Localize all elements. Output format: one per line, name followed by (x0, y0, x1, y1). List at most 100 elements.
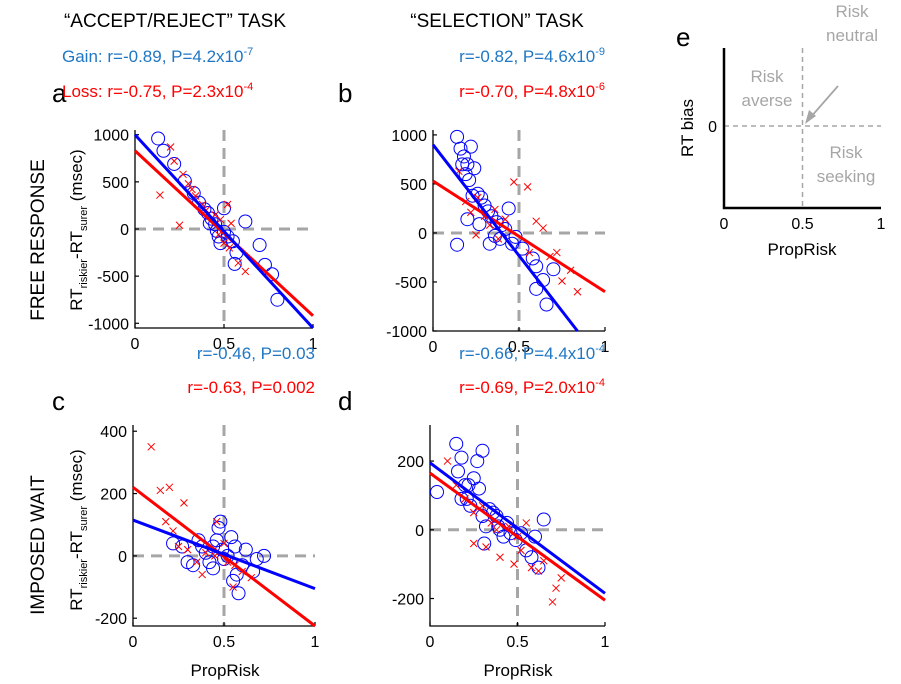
column-title-accept-reject: “ACCEPT/REJECT” TASK (64, 11, 286, 32)
loss-point (522, 519, 531, 527)
y-tick-label: 1000 (391, 128, 427, 145)
loss-point (216, 215, 225, 224)
y-tick-label: 0 (708, 119, 717, 136)
loss-point (201, 548, 210, 557)
loss-point (532, 217, 541, 226)
y-tick-label: 200 (100, 487, 127, 504)
loss-point (469, 508, 478, 517)
gain-point (449, 436, 464, 451)
loss-point (443, 457, 452, 465)
x-tick-label: 0 (131, 336, 140, 353)
y-tick-label: -200 (95, 611, 127, 628)
gain-point (450, 237, 465, 252)
loss-point (552, 584, 560, 593)
gain-point (529, 259, 544, 274)
gain-point (167, 156, 182, 171)
y-tick-label: -1000 (88, 316, 129, 333)
y-tick-label: 0 (120, 222, 129, 239)
loss-point (517, 546, 525, 555)
region-label-risk-averse: averse (741, 91, 792, 110)
gain-point (531, 560, 546, 575)
stat-exponent: -6 (595, 81, 605, 93)
gain-point (524, 550, 539, 565)
y-tick-label: 0 (418, 226, 427, 243)
panel-letter-a: a (52, 78, 67, 108)
loss-point (166, 143, 175, 151)
loss-point (492, 525, 501, 534)
loss-point (491, 205, 499, 214)
gain-point (459, 491, 474, 506)
x-tick-label: 0.5 (508, 339, 530, 356)
gain-point (515, 241, 530, 256)
loss-regression-line (429, 471, 606, 602)
stat-gain-b: r=-0.82, P=4.6x10-9 (459, 46, 605, 66)
loss-regression-line (132, 486, 316, 628)
gain-point (265, 267, 280, 282)
loss-point (525, 248, 534, 257)
loss-point (174, 542, 183, 551)
loss-point (220, 539, 228, 548)
gain-point (227, 256, 242, 271)
panel-d: dr=-0.66, P=4.4x10-4r=-0.69, P=2.0x10-40… (338, 343, 610, 651)
x-tick-label: 1 (601, 339, 610, 356)
panel-c: c r=-0.46, P=0.03 r=-0.63, P=0.002 0 0.5 1 400… (52, 344, 320, 651)
loss-point (527, 563, 536, 572)
loss-point (552, 248, 561, 257)
loss-point (180, 499, 188, 507)
stat-exponent: -4 (243, 81, 253, 93)
loss-point (466, 208, 475, 217)
arrow-shaft (809, 85, 839, 119)
y-tick-label: 1000 (93, 128, 129, 145)
gain-point (217, 201, 231, 216)
loss-point (469, 539, 478, 548)
loss-point (494, 234, 503, 243)
arrow-head-icon (805, 110, 816, 124)
region-label-risk-averse: Risk (750, 67, 784, 86)
gain-regression-line (133, 133, 315, 330)
y-tick-label: -500 (97, 269, 129, 286)
loss-point (156, 191, 164, 199)
loss-point (573, 287, 582, 296)
gain-point (450, 129, 465, 144)
panel-letter-c: c (52, 386, 65, 416)
stat-exponent: -7 (243, 46, 253, 58)
loss-point (539, 224, 547, 232)
stat-exponent: -9 (595, 46, 605, 58)
stat-value: r=-0.69, P=2.0x10 (459, 378, 595, 397)
loss-point (509, 178, 518, 186)
stat-value: r=-0.82, P=4.6x10 (459, 47, 595, 66)
y-tick-label: 400 (100, 424, 127, 441)
x-tick-label: 1 (309, 336, 318, 353)
gain-point (257, 548, 272, 563)
panel-e: e 0 0.5 1 0 PropRisk RT bias Risk averse Risk neut… (676, 2, 886, 259)
gain-regression-line (132, 518, 316, 591)
y-tick-label: 200 (397, 454, 424, 471)
panel-letter-b: b (338, 78, 352, 108)
gain-point (455, 157, 470, 172)
stat-exponent: -4 (595, 343, 605, 355)
gain-point (501, 201, 516, 216)
gain-point (213, 514, 228, 529)
y-tick-label: -1000 (386, 324, 427, 341)
loss-point (482, 543, 490, 551)
loss-point (501, 215, 510, 224)
gain-point (224, 530, 239, 545)
gain-point (539, 297, 554, 312)
loss-point (227, 219, 235, 228)
stat-exponent: -4 (595, 377, 605, 389)
column-title-selection: “SELECTION” TASK (410, 11, 584, 32)
stat-loss-d: r=-0.69, P=2.0x10-4 (459, 377, 605, 397)
gain-point (238, 214, 253, 229)
stat-loss-a: Loss: r=-0.75, P=2.3x10-4 (62, 81, 253, 101)
stat-value: r=-0.66, P=4.4x10 (459, 344, 595, 363)
stat-prefix: Gain: (62, 47, 107, 66)
gain-point (252, 238, 267, 253)
gain-point (463, 139, 478, 154)
gain-regression-line (429, 461, 606, 595)
stat-loss-c: r=-0.63, P=0.002 (187, 378, 315, 397)
gain-point (151, 131, 166, 146)
loss-point (212, 517, 221, 526)
panel-a: a Gain: r=-0.89, P=4.2x10-7 Loss: r=-0.75,… (52, 46, 318, 353)
stat-value: r=-0.46, P=0.03 (197, 344, 315, 363)
loss-point (223, 200, 232, 209)
